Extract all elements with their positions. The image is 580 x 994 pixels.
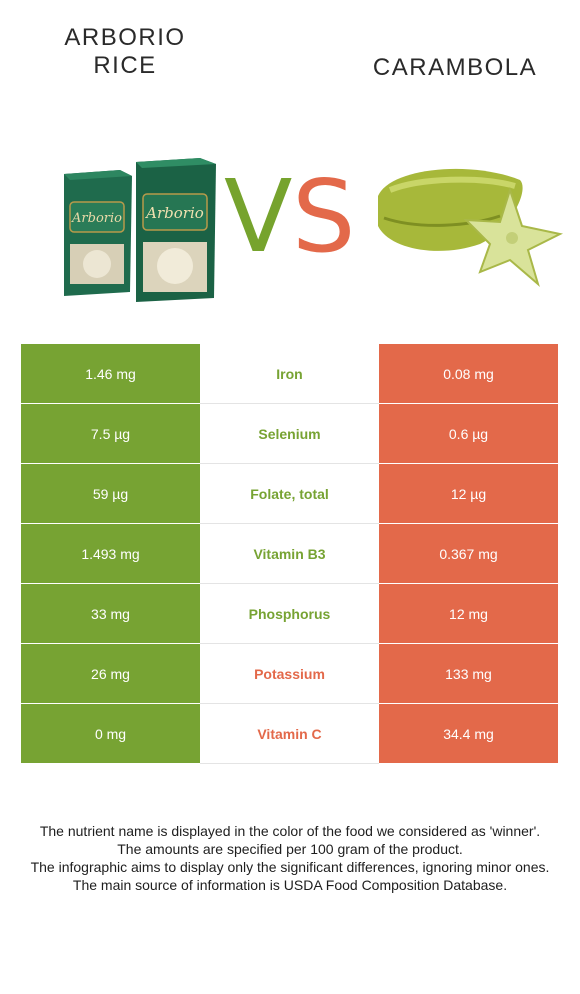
svg-text:Arborio: Arborio	[71, 211, 122, 226]
row-divider	[200, 763, 379, 764]
footnote-line: The nutrient name is displayed in the co…	[39, 823, 541, 839]
nutrient-name: Phosphorus	[200, 584, 379, 643]
row-divider	[200, 403, 379, 404]
right-value: 133 mg	[379, 644, 558, 703]
row-divider	[200, 523, 379, 524]
rice-bag-back: Arborio	[64, 170, 132, 296]
left-value: 7.5 µg	[21, 404, 200, 463]
footnote-line: The infographic aims to display only the…	[30, 859, 550, 875]
row-divider	[200, 703, 379, 704]
left-value: 26 mg	[21, 644, 200, 703]
row-divider	[200, 583, 379, 584]
nutrient-row: 0 mg Vitamin C 34.4 mg	[21, 704, 558, 764]
left-value: 33 mg	[21, 584, 200, 643]
carambola-image	[378, 168, 564, 287]
left-value: 1.493 mg	[21, 524, 200, 583]
row-divider	[200, 643, 379, 644]
nutrient-row: 33 mg Phosphorus 12 mg	[21, 584, 558, 644]
nutrient-row: 1.493 mg Vitamin B3 0.367 mg	[21, 524, 558, 584]
left-value: 0 mg	[21, 704, 200, 763]
row-divider	[200, 463, 379, 464]
nutrient-name: Vitamin B3	[200, 524, 379, 583]
left-food-title: ARBORIO RICE	[50, 24, 200, 80]
arborio-rice-image: Arborio Arborio	[64, 158, 216, 302]
vs-letter-s: S	[292, 158, 356, 275]
nutrient-row: 26 mg Potassium 133 mg	[21, 644, 558, 704]
nutrient-row: 7.5 µg Selenium 0.6 µg	[21, 404, 558, 464]
carambola-slice	[463, 186, 564, 287]
right-value: 0.6 µg	[379, 404, 558, 463]
nutrient-row: 59 µg Folate, total 12 µg	[21, 464, 558, 524]
nutrient-name: Folate, total	[200, 464, 379, 523]
svg-text:Arborio: Arborio	[144, 204, 204, 222]
right-food-title: CARAMBOLA	[372, 54, 538, 81]
right-value: 12 mg	[379, 584, 558, 643]
left-food-title-line-2: RICE	[93, 52, 157, 79]
right-value: 12 µg	[379, 464, 558, 523]
footnote-line: The main source of information is USDA F…	[72, 877, 508, 893]
right-value: 0.367 mg	[379, 524, 558, 583]
left-value: 59 µg	[21, 464, 200, 523]
right-value: 34.4 mg	[379, 704, 558, 763]
rice-bag-front: Arborio	[136, 158, 216, 302]
vs-letter-v: V	[224, 158, 293, 275]
right-value: 0.08 mg	[379, 344, 558, 403]
nutrient-row: 1.46 mg Iron 0.08 mg	[21, 344, 558, 404]
footnote: The nutrient name is displayed in the co…	[20, 822, 560, 894]
nutrient-name: Iron	[200, 344, 379, 403]
footnote-line: The amounts are specified per 100 gram o…	[117, 841, 463, 857]
left-food-title-line-1: ARBORIO	[64, 24, 186, 51]
nutrient-name: Vitamin C	[200, 704, 379, 763]
nutrient-name: Potassium	[200, 644, 379, 703]
nutrient-name: Selenium	[200, 404, 379, 463]
left-value: 1.46 mg	[21, 344, 200, 403]
